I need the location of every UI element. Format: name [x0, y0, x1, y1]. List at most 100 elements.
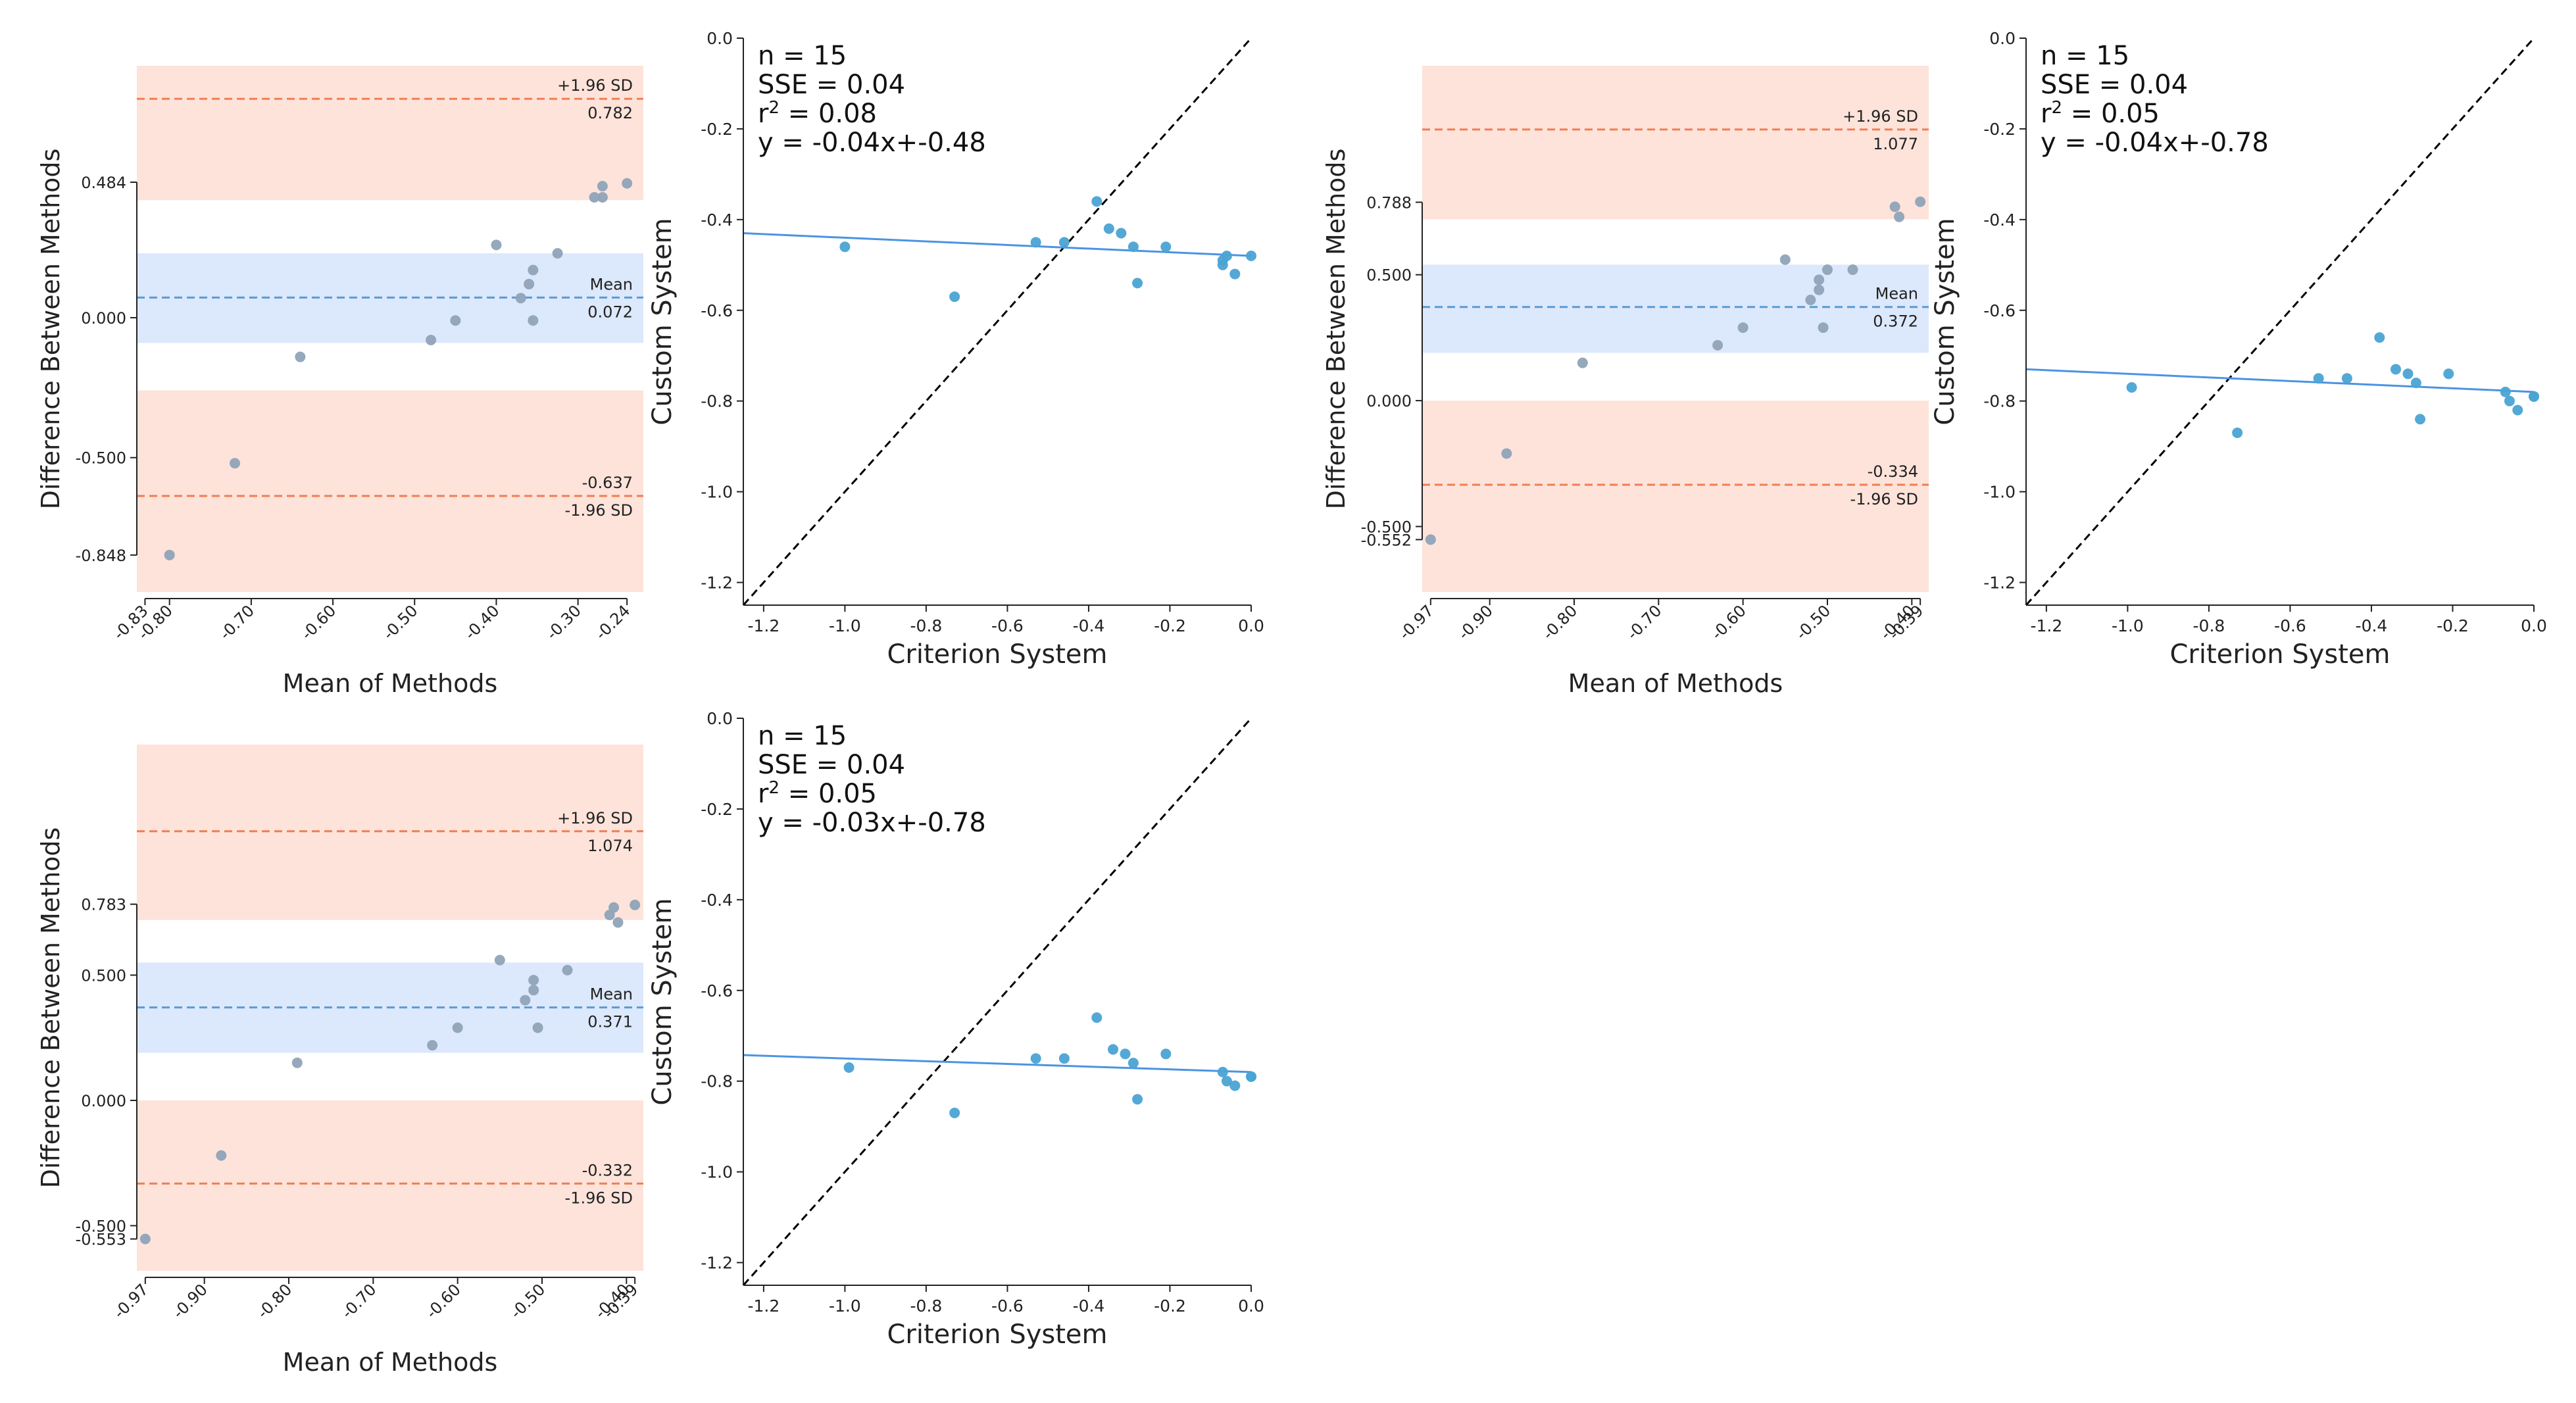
y-tick-label: -0.500: [76, 449, 126, 468]
data-point: [524, 278, 535, 289]
data-point: [1160, 241, 1172, 253]
x-tick-label: -0.60: [422, 1280, 464, 1322]
x-axis-label: Criterion System: [2169, 639, 2390, 670]
data-point: [1814, 284, 1825, 295]
y-axis-label: Custom System: [647, 218, 678, 425]
y-axis-label: Difference Between Methods: [36, 149, 65, 510]
data-point: [1894, 211, 1905, 222]
data-point: [630, 899, 641, 910]
data-point: [1132, 1094, 1143, 1105]
data-point: [1822, 264, 1833, 276]
lower-band: [137, 1100, 643, 1271]
lower-band: [137, 390, 643, 592]
y-tick-label: 0.000: [81, 1092, 126, 1110]
data-point: [589, 192, 600, 203]
chart-reg3: 0.0 -0.2 -0.4 -0.6 -0.8 -1.0 -1.2 -1.2 -1.0 -0.8 -…: [647, 709, 1264, 1350]
y-axis-label: Custom System: [647, 898, 678, 1105]
x-tick-label: -0.50: [507, 1280, 549, 1322]
regression-line: [2025, 368, 2535, 393]
y-axis-label: Difference Between Methods: [1322, 149, 1350, 510]
y-tick-label: -0.500: [1361, 518, 1412, 536]
data-point: [2374, 332, 2385, 343]
y-tick-label: 0.0: [706, 709, 733, 728]
x-tick-label: -0.70: [338, 1280, 380, 1322]
x-tick-label: -0.70: [1623, 601, 1666, 643]
y-tick-label: -0.2: [1983, 120, 2016, 139]
y-tick-label: -0.6: [1983, 301, 2016, 320]
x-tick-label: -0.2: [2437, 616, 2469, 635]
data-point: [1116, 228, 1127, 239]
x-tick-label: -0.4: [1073, 1296, 1105, 1316]
data-point: [839, 241, 851, 253]
data-point: [1221, 251, 1232, 262]
data-point: [1915, 196, 1926, 207]
y-tick-label: -0.500: [76, 1217, 126, 1235]
data-point: [452, 1022, 463, 1033]
x-tick-label: -1.2: [2030, 616, 2062, 635]
data-point: [1127, 241, 1139, 253]
chart-ba2: +1.96 SD 1.077 Mean 0.372 -0.334 -1.96 SD -0.5…: [1322, 66, 1929, 698]
data-point: [528, 315, 539, 326]
data-point: [1577, 357, 1588, 368]
data-point: [612, 917, 624, 928]
data-point: [427, 1040, 438, 1051]
data-point: [597, 180, 608, 191]
data-point: [2313, 373, 2324, 384]
data-point: [528, 985, 539, 996]
x-tick-label: 0.0: [2521, 616, 2547, 635]
data-point: [494, 954, 505, 966]
x-tick-label: -0.90: [169, 1280, 211, 1322]
x-tick-label: -0.40: [461, 601, 503, 643]
data-point: [949, 291, 960, 303]
x-tick-label: -0.80: [254, 1280, 296, 1322]
data-point: [1103, 223, 1114, 234]
data-point: [1847, 264, 1858, 276]
data-point: [1246, 251, 1256, 262]
x-tick-label: -1.2: [747, 616, 780, 635]
x-axis-label: Criterion System: [887, 639, 1107, 670]
upper-band: [1422, 66, 1929, 220]
lower-loa-tag: -1.96 SD: [565, 501, 633, 520]
lower-loa-value: -0.637: [582, 474, 633, 492]
x-tick-label: -0.6: [991, 616, 1024, 635]
data-point: [515, 293, 526, 304]
mean-tag: Mean: [1875, 285, 1918, 303]
data-point: [2341, 373, 2352, 384]
stat-equation: y = -0.03x+-0.78: [758, 808, 986, 838]
y-tick-label: -0.4: [701, 891, 733, 910]
upper-loa-value: 1.074: [587, 837, 633, 855]
x-tick-label: -1.2: [747, 1296, 780, 1316]
stat-r2: r2 = 0.05: [758, 778, 877, 809]
chart-ba3: +1.96 SD 1.074 Mean 0.371 -0.332 -1.96 SD -0.5…: [36, 745, 643, 1377]
y-tick-label: -1.0: [701, 1163, 733, 1182]
data-point: [1737, 322, 1748, 333]
x-tick-label: -0.2: [1154, 616, 1186, 635]
y-tick-label: -1.0: [1983, 483, 2016, 502]
stat-n: n = 15: [2041, 41, 2129, 71]
data-point: [450, 315, 461, 326]
data-point: [949, 1107, 960, 1118]
upper-band: [137, 745, 643, 920]
y-tick-label: 0.0: [1989, 29, 2016, 48]
mean-value: 0.072: [587, 303, 633, 321]
mean-band: [1422, 264, 1929, 353]
x-tick-label: -0.30: [543, 601, 585, 643]
data-point: [1805, 294, 1816, 305]
x-tick-label: -0.70: [216, 601, 258, 643]
y-axis-label: Difference Between Methods: [36, 827, 65, 1189]
data-point: [491, 239, 502, 251]
y-tick-label: -0.4: [701, 210, 733, 230]
data-point: [2512, 405, 2523, 416]
stat-sse: SSE = 0.04: [758, 70, 905, 100]
data-point: [216, 1150, 227, 1161]
data-point: [1779, 254, 1791, 265]
data-point: [1058, 237, 1070, 248]
lower-band: [1422, 401, 1929, 592]
data-point: [562, 964, 573, 975]
x-tick-label: -0.2: [1154, 1296, 1186, 1316]
x-tick-label: -1.0: [2112, 616, 2144, 635]
x-tick-label: -0.90: [1454, 601, 1497, 643]
upper-loa-value: 1.077: [1873, 135, 1918, 153]
y-tick-label: -1.0: [701, 483, 733, 502]
upper-loa-tag: +1.96 SD: [557, 76, 633, 95]
